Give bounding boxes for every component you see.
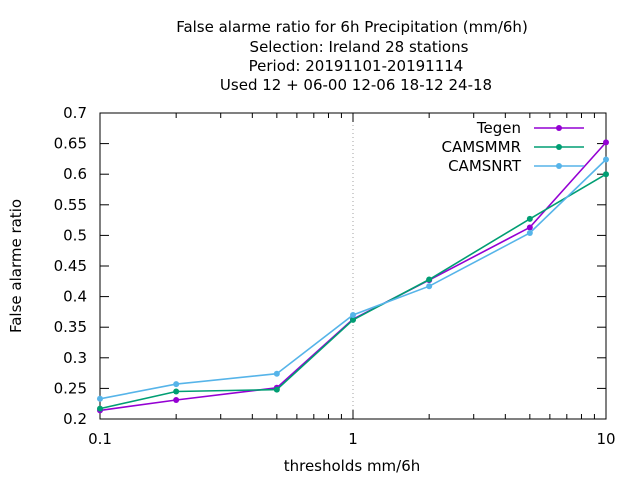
series-line-camsnrt: [99, 158, 607, 400]
x-tick-label: 1: [348, 430, 358, 448]
series-camsmmr: [97, 171, 609, 412]
y-tick-label: 0.3: [63, 349, 87, 367]
legend-label-camsmmr: CAMSMMR: [441, 138, 521, 156]
legend-marker-camsnrt: [556, 163, 562, 169]
data-point-camsmmr: [350, 316, 356, 323]
y-tick-label: 0.55: [54, 196, 87, 214]
data-point-tegen: [526, 224, 533, 231]
y-tick-label: 0.25: [54, 379, 87, 397]
data-point-tegen: [173, 397, 180, 404]
data-point-camsmmr: [273, 386, 280, 393]
tick-labels: 0.1 1 10 0.2 0.25 0.3 0.35 0.4 0.45 0.5 0.55 0.6 0.6…: [54, 104, 616, 448]
data-point-camsnrt: [173, 381, 180, 388]
series-tegen: [97, 139, 609, 414]
data-point-camsnrt: [526, 229, 533, 236]
chart-title: False alarme ratio for 6h Precipitation …: [176, 18, 528, 94]
y-tick-label: 0.45: [54, 257, 87, 275]
data-point-tegen: [603, 139, 609, 146]
legend-marker-tegen: [556, 125, 562, 131]
title-line-1: False alarme ratio for 6h Precipitation …: [176, 18, 528, 36]
legend-label-tegen: Tegen: [476, 119, 521, 137]
plot-frame: [99, 112, 607, 420]
y-tick-label: 0.6: [63, 165, 87, 183]
data-point-camsnrt: [426, 283, 433, 290]
y-tick-label: 0.4: [63, 288, 87, 306]
data-point-camsnrt: [273, 370, 280, 377]
series-line-tegen: [99, 141, 607, 412]
legend-marker-camsmmr: [556, 144, 562, 150]
series-camsnrt: [97, 156, 609, 402]
y-axis-label: False alarme ratio: [7, 199, 25, 333]
title-line-4: Used 12 + 06-00 12-06 18-12 24-18: [220, 76, 492, 94]
data-point-camsnrt: [350, 311, 356, 318]
title-line-2: Selection: Ireland 28 stations: [250, 38, 469, 56]
x-axis-label: thresholds mm/6h: [284, 457, 421, 475]
title-line-3: Period: 20191101-20191114: [249, 57, 464, 75]
y-tick-label: 0.35: [54, 318, 87, 336]
legend-label-camsnrt: CAMSNRT: [448, 157, 522, 175]
data-point-camsmmr: [526, 215, 533, 222]
data-point-camsmmr: [603, 171, 609, 178]
data-point-camsnrt: [97, 395, 103, 402]
data-point-camsmmr: [173, 388, 180, 395]
y-tick-label: 0.5: [63, 226, 87, 244]
y-tick-label: 0.65: [54, 135, 87, 153]
x-tick-label: 0.1: [88, 430, 112, 448]
x-tick-label: 10: [596, 430, 615, 448]
y-tick-label: 0.2: [63, 410, 87, 428]
data-point-camsmmr: [97, 405, 103, 412]
y-tick-label: 0.7: [63, 104, 87, 122]
series-layer: [97, 139, 609, 414]
data-point-camsmmr: [426, 276, 433, 283]
data-point-camsnrt: [603, 156, 609, 163]
